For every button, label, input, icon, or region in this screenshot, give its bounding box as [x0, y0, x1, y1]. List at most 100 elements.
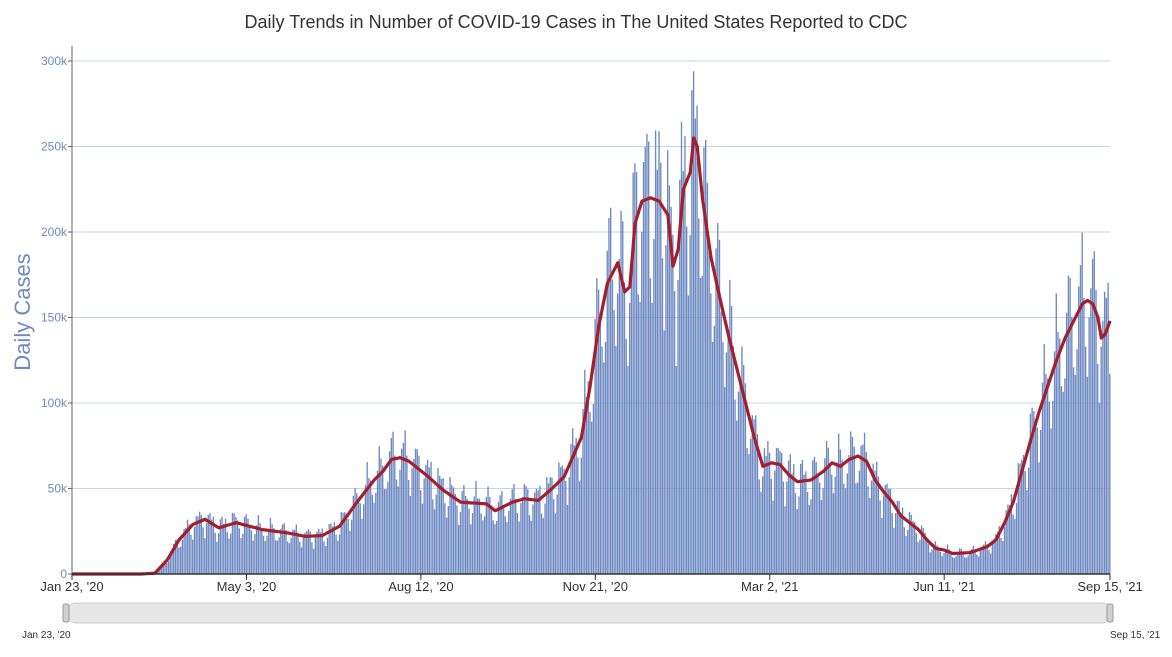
daily-cases-bar [808, 504, 810, 574]
daily-cases-bar [440, 478, 443, 574]
daily-cases-bar [349, 530, 351, 574]
daily-cases-bar [969, 550, 971, 574]
daily-cases-bar [344, 512, 346, 574]
daily-cases-bar [302, 537, 304, 574]
daily-cases-bar [1010, 494, 1013, 574]
daily-cases-bar [592, 403, 595, 574]
daily-cases-bar [452, 487, 455, 574]
daily-cases-bar [882, 495, 885, 574]
daily-cases-bar [960, 549, 962, 574]
daily-cases-bar [388, 451, 391, 574]
daily-cases-bar [421, 503, 424, 574]
daily-cases-bar [658, 131, 660, 575]
daily-cases-bar [742, 365, 745, 574]
daily-cases-bar [549, 477, 551, 574]
daily-cases-bar [793, 464, 795, 574]
daily-cases-bar [454, 493, 456, 574]
daily-cases-bar [504, 516, 507, 574]
daily-cases-bar [1083, 297, 1085, 574]
daily-cases-bars [141, 71, 1111, 575]
daily-cases-bar [1053, 351, 1056, 574]
daily-cases-bar [993, 538, 995, 574]
navigator-right-handle[interactable] [1106, 603, 1114, 623]
daily-cases-bar [673, 291, 676, 574]
daily-cases-bar [903, 527, 905, 574]
daily-cases-bar [1027, 467, 1030, 574]
daily-cases-bar [1069, 277, 1071, 574]
daily-cases-bar [711, 341, 714, 574]
daily-cases-bar [1097, 364, 1099, 574]
daily-cases-bar [901, 507, 904, 574]
daily-cases-bar [1067, 275, 1070, 574]
daily-cases-bar [542, 518, 545, 574]
daily-cases-bar [677, 280, 679, 574]
daily-cases-bar [739, 378, 741, 574]
daily-cases-bar [328, 523, 330, 574]
daily-cases-bar [729, 279, 731, 574]
daily-cases-bar [851, 436, 854, 574]
daily-cases-bar [546, 476, 548, 574]
daily-cases-bar [646, 133, 648, 575]
daily-cases-bar [200, 514, 203, 574]
daily-cases-bar [812, 460, 814, 574]
navigator-start-label: Jan 23, '20 [22, 630, 71, 641]
daily-cases-bar [395, 479, 398, 574]
x-tick-label: Mar 2, '21 [741, 579, 798, 594]
daily-cases-bar [573, 445, 576, 574]
daily-cases-bar [642, 162, 645, 575]
daily-cases-bar [354, 488, 356, 574]
daily-cases-bar [238, 528, 241, 574]
daily-cases-bar [789, 454, 791, 574]
daily-cases-bar [250, 530, 253, 574]
daily-cases-bar [687, 295, 690, 574]
daily-cases-bar [1048, 401, 1051, 574]
daily-cases-bar [850, 431, 852, 574]
daily-cases-bar [540, 513, 543, 574]
y-tick-label: 200k [41, 225, 68, 239]
daily-cases-bar [492, 520, 494, 574]
daily-cases-bar [755, 415, 757, 574]
daily-cases-bar [734, 399, 736, 574]
daily-cases-bar [653, 238, 655, 575]
daily-cases-bar [483, 516, 486, 574]
daily-cases-bar [278, 537, 280, 574]
daily-cases-bar [449, 477, 451, 574]
daily-cases-bar [428, 467, 431, 574]
daily-cases-bar [490, 505, 493, 574]
daily-cases-bar [753, 419, 755, 574]
daily-cases-bar [1064, 378, 1066, 574]
daily-cases-bar [247, 518, 249, 574]
daily-cases-bar [907, 529, 909, 574]
daily-cases-bar [915, 533, 918, 574]
daily-cases-bar [240, 538, 242, 574]
daily-cases-bar [547, 483, 550, 574]
daily-cases-bar [774, 470, 776, 574]
daily-cases-bar [411, 468, 413, 574]
daily-cases-bar [1065, 312, 1068, 574]
daily-cases-bar [304, 532, 306, 574]
daily-cases-bar [979, 550, 981, 574]
daily-cases-bar [423, 478, 425, 574]
navigator-left-handle[interactable] [62, 603, 70, 623]
daily-cases-bar [271, 524, 273, 574]
daily-cases-bar [701, 275, 703, 574]
daily-cases-bar [865, 452, 867, 574]
daily-cases-bar [518, 521, 520, 574]
daily-cases-bar [1046, 378, 1049, 574]
daily-cases-bar [347, 519, 349, 574]
daily-cases-bar [413, 459, 415, 574]
daily-cases-bar [1098, 402, 1101, 574]
daily-cases-bar [837, 433, 840, 574]
daily-cases-bar [1107, 282, 1109, 574]
daily-cases-bar [475, 480, 477, 574]
range-navigator[interactable]: Jan 23, '20 Sep 15, '21 [22, 602, 1161, 641]
y-tick-label: 0 [60, 567, 67, 581]
daily-cases-bar [508, 510, 510, 574]
daily-cases-bar [276, 540, 279, 574]
daily-cases-bar [760, 491, 762, 574]
daily-cases-bar [309, 531, 311, 574]
daily-cases-bar [1057, 331, 1059, 574]
daily-cases-bar [204, 538, 206, 574]
daily-cases-bar [951, 557, 954, 574]
navigator-track[interactable] [65, 602, 1113, 624]
